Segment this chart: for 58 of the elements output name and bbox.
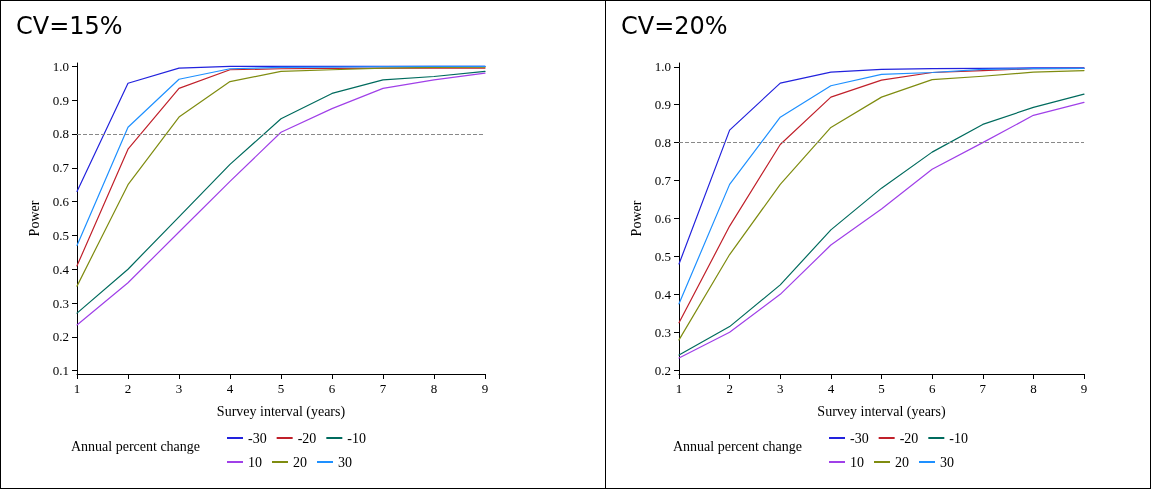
x-tick-label: 4: [226, 381, 234, 396]
x-tick-label: 4: [827, 381, 835, 396]
x-tick-label: 9: [1080, 381, 1088, 396]
legend-label: -30: [850, 430, 869, 446]
y-tick-label: 0.1: [52, 363, 69, 379]
y-tick-label: 0.9: [52, 92, 69, 108]
y-tick-label: 0.4: [52, 261, 70, 277]
legend-label: -10: [347, 430, 366, 446]
y-tick-label: 0.7: [52, 160, 70, 176]
legend-label: -10: [949, 430, 968, 446]
legend-label: 20: [895, 454, 909, 470]
x-tick-label: 1: [73, 381, 81, 396]
legend-label: 20: [293, 454, 307, 470]
x-tick-label: 5: [878, 381, 885, 396]
legend-label: 30: [940, 454, 954, 470]
line-series: [678, 67, 1085, 265]
y-tick-label: 0.8: [654, 135, 671, 151]
chart-title: CV=15%: [16, 12, 123, 40]
y-axis-title: Power: [629, 200, 645, 237]
y-tick-label: 0.7: [654, 173, 672, 189]
y-tick-label: 0.5: [52, 227, 69, 243]
x-tick-label: 7: [379, 381, 387, 396]
chart-title: CV=20%: [621, 12, 728, 40]
y-tick-label: 0.2: [52, 329, 69, 345]
legend-label: 10: [248, 454, 262, 470]
x-tick-label: 2: [124, 381, 132, 396]
y-tick-label: 1.0: [654, 59, 671, 75]
y-tick-label: 0.8: [52, 126, 69, 142]
y-tick-label: 0.2: [654, 362, 671, 378]
x-tick-label: 5: [277, 381, 285, 396]
x-tick-label: 9: [481, 381, 489, 396]
y-tick-label: 1.0: [52, 58, 69, 74]
x-tick-label: 8: [430, 381, 438, 396]
legend-label: 30: [338, 454, 352, 470]
x-tick-label: 6: [328, 381, 336, 396]
y-tick-label: 0.6: [52, 194, 70, 210]
legend-title: Annual percent change: [71, 438, 201, 454]
x-tick-label: 6: [928, 381, 936, 396]
legend-label: 10: [850, 454, 864, 470]
y-tick-label: 0.5: [654, 248, 671, 264]
x-tick-label: 1: [675, 381, 683, 396]
x-tick-label: 3: [175, 381, 183, 396]
y-tick-label: 0.3: [654, 324, 671, 340]
x-tick-label: 3: [777, 381, 784, 396]
legend-label: -20: [899, 430, 919, 446]
x-axis-title: Survey interval (years): [216, 403, 346, 420]
legend-label: -20: [297, 430, 317, 446]
y-tick-label: 0.3: [52, 295, 69, 311]
legend-title: Annual percent change: [673, 438, 803, 454]
y-tick-label: 0.6: [654, 211, 672, 226]
x-axis-title: Survey interval (years): [817, 403, 946, 420]
y-tick-label: 0.4: [654, 286, 672, 302]
x-tick-label: 8: [1030, 381, 1037, 396]
legend-label: -30: [248, 430, 267, 446]
x-tick-label: 7: [979, 381, 987, 396]
y-tick-label: 0.9: [654, 97, 671, 113]
x-tick-label: 2: [726, 381, 733, 396]
y-axis-title: Power: [27, 200, 43, 237]
